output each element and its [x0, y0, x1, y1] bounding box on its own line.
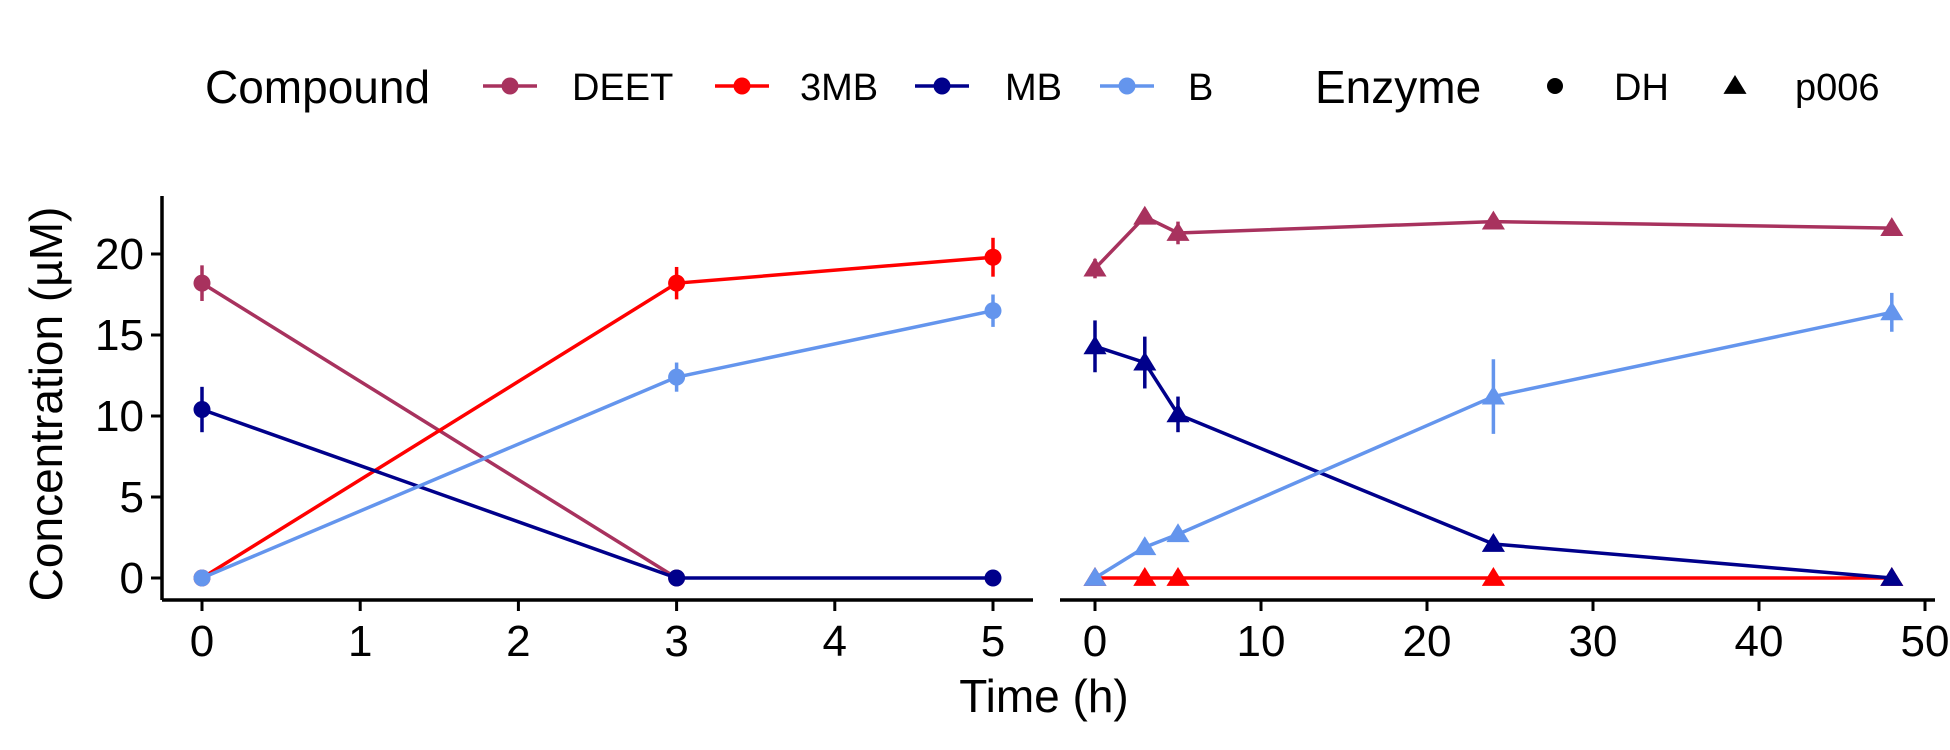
legend-key-marker	[501, 77, 519, 95]
x-tick-label: 1	[348, 617, 372, 666]
x-tick-label: 40	[1735, 617, 1784, 666]
x-tick-label: 2	[506, 617, 530, 666]
legend-enzyme-title: Enzyme	[1315, 61, 1481, 113]
legend-compound-items: DEET 3MB MB B	[483, 67, 1213, 109]
data-point	[1166, 221, 1190, 241]
data-point	[1481, 532, 1505, 552]
y-tick-label: 5	[120, 473, 144, 522]
data-point	[1481, 385, 1505, 405]
legend-item-mb: MB	[915, 67, 1062, 109]
data-point	[193, 274, 211, 292]
legend-item-label: 3MB	[800, 67, 878, 109]
legend-compound-title: Compound	[205, 61, 430, 113]
data-point	[193, 569, 211, 587]
series-line	[201, 308, 994, 580]
data-point	[984, 248, 1002, 266]
legend: Compound DEET 3MB MB B Enzyme DH p006	[205, 61, 1880, 113]
legend-enzyme-items: DH p006	[1547, 67, 1880, 109]
y-tick-label: 20	[95, 230, 144, 279]
legend-key-marker	[933, 77, 951, 95]
x-tick-label: 4	[823, 617, 847, 666]
data-point	[1166, 567, 1190, 586]
x-tick-label: 0	[190, 617, 214, 666]
data-point	[1133, 351, 1157, 371]
x-tick-label: 0	[1083, 617, 1107, 666]
data-point	[668, 274, 686, 292]
legend-item-label: B	[1188, 67, 1213, 109]
x-axis-title: Time (h)	[959, 670, 1129, 722]
series-b-p006	[1083, 292, 1904, 586]
series-mb-p006	[1083, 320, 1904, 586]
data-point	[1481, 567, 1505, 586]
series-mb-dh	[193, 386, 1002, 587]
legend-item-b: B	[1100, 67, 1213, 109]
panel-dh: 0 1 2 3 4 5 0 5 10 15 20	[95, 196, 1033, 666]
series-deet-p006	[1083, 205, 1904, 279]
x-tick-label: 3	[664, 617, 688, 666]
legend-key-marker	[1118, 77, 1136, 95]
data-point	[1083, 567, 1107, 586]
data-point	[984, 302, 1002, 320]
legend-item-label: DH	[1614, 67, 1669, 109]
x-tick-label: 20	[1403, 617, 1452, 666]
series-b-dh	[193, 294, 1002, 587]
data-point	[1880, 567, 1904, 586]
data-point	[1133, 567, 1157, 586]
legend-item-label: p006	[1795, 67, 1880, 109]
legend-item-deet: DEET	[483, 67, 673, 109]
legend-item-p006: p006	[1723, 67, 1880, 109]
data-point	[1880, 217, 1904, 236]
series-line	[201, 407, 993, 580]
data-point	[193, 401, 211, 419]
data-point	[668, 569, 686, 587]
legend-item-label: MB	[1005, 67, 1062, 109]
panel-p006: 0 10 20 30 40 50	[1060, 205, 1950, 666]
data-point	[984, 569, 1002, 587]
y-tick-label: 10	[95, 392, 144, 441]
y-axis-title: Concentration (µM)	[20, 207, 72, 602]
x-tick-label: 50	[1901, 617, 1950, 666]
data-point	[1133, 205, 1157, 225]
data-point	[1166, 403, 1190, 423]
legend-key-marker	[1723, 75, 1747, 94]
data-point	[1083, 257, 1107, 277]
data-point	[668, 368, 686, 386]
y-tick-label: 0	[120, 554, 144, 603]
data-point	[1481, 210, 1505, 230]
data-point	[1880, 301, 1904, 321]
legend-item-label: DEET	[572, 67, 673, 109]
data-point	[1133, 536, 1157, 556]
x-tick-label: 30	[1569, 617, 1618, 666]
legend-key-marker	[1547, 78, 1563, 94]
x-tick-label: 10	[1237, 617, 1286, 666]
legend-item-3mb: 3MB	[715, 67, 878, 109]
y-tick-label: 15	[95, 311, 144, 360]
data-point	[1083, 335, 1107, 355]
data-point	[1166, 523, 1190, 543]
legend-key-marker	[733, 77, 751, 95]
legend-item-dh: DH	[1547, 67, 1669, 109]
x-tick-label: 5	[981, 617, 1005, 666]
